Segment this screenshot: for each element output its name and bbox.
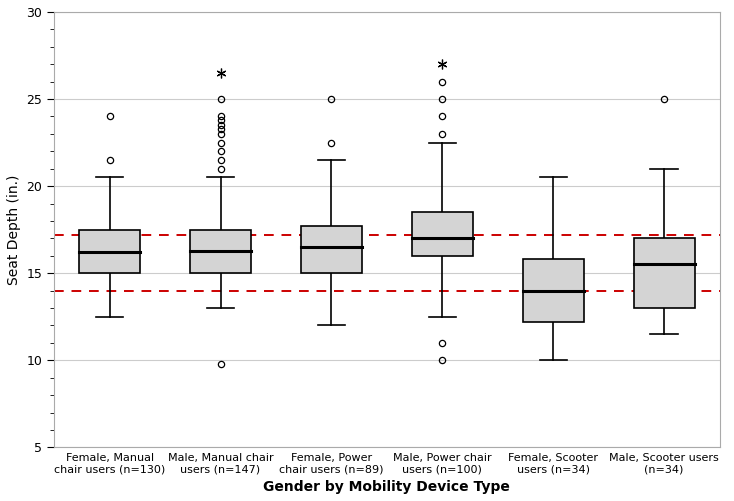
Bar	[523, 259, 584, 322]
Bar	[79, 229, 140, 273]
Bar	[412, 212, 473, 256]
X-axis label: Gender by Mobility Device Type: Gender by Mobility Device Type	[264, 480, 510, 494]
Bar	[633, 238, 694, 308]
Y-axis label: Seat Depth (in.): Seat Depth (in.)	[7, 174, 21, 285]
Bar	[190, 229, 251, 273]
Bar	[301, 226, 362, 273]
